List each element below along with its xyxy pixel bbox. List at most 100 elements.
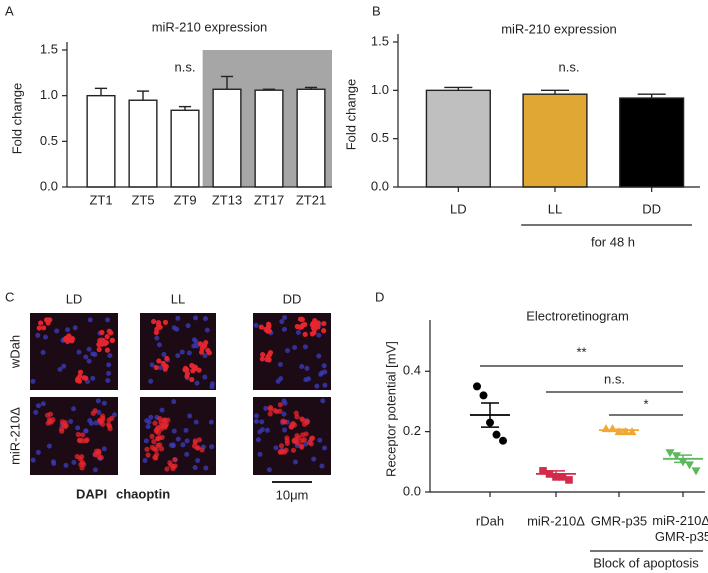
- nucleus: [203, 465, 209, 471]
- nucleus: [46, 443, 52, 449]
- nucleus: [266, 467, 272, 473]
- rhabdomere: [77, 456, 83, 462]
- nucleus: [156, 342, 162, 348]
- data-point: [539, 467, 547, 475]
- nucleus: [263, 405, 269, 411]
- rhabdomere: [302, 331, 308, 337]
- nucleus: [71, 406, 77, 412]
- rhabdomere: [41, 325, 47, 331]
- rhabdomere: [152, 454, 158, 460]
- rhabdomere: [152, 420, 158, 426]
- x-tick-label: LD: [450, 201, 467, 216]
- nucleus: [299, 364, 305, 370]
- rhabdomere: [259, 356, 265, 362]
- rhabdomere: [266, 357, 272, 363]
- nucleus: [92, 352, 98, 358]
- rhabdomere: [153, 427, 160, 433]
- nucleus: [148, 378, 154, 384]
- nucleus: [209, 444, 215, 450]
- nucleus: [314, 383, 320, 389]
- nucleus: [107, 353, 113, 359]
- rhabdomere: [99, 413, 106, 419]
- nucleus: [295, 329, 301, 335]
- rhabdomere: [267, 404, 274, 411]
- rhabdomere: [277, 408, 283, 414]
- bar: [128, 99, 158, 188]
- nucleus: [144, 418, 150, 424]
- y-tick-label: 0.0: [371, 178, 389, 193]
- y-tick-label: 0.4: [403, 363, 421, 378]
- nucleus: [86, 358, 92, 364]
- rhabdomere: [307, 439, 313, 446]
- nucleus: [30, 378, 36, 384]
- nucleus: [194, 380, 200, 386]
- y-tick-label: 0.5: [40, 133, 58, 148]
- nucleus: [253, 322, 259, 328]
- nucleus: [61, 363, 67, 369]
- panel-letter: B: [372, 3, 381, 18]
- rhabdomere: [59, 428, 65, 434]
- rhabdomere: [311, 321, 317, 327]
- rhabdomere: [321, 328, 327, 334]
- nucleus: [253, 418, 259, 424]
- nucleus: [179, 349, 185, 355]
- nucleus: [186, 350, 192, 356]
- nucleus: [68, 419, 74, 425]
- rhabdomere: [153, 364, 159, 371]
- nucleus: [90, 375, 96, 381]
- rhabdomere: [258, 324, 264, 330]
- rhabdomere: [161, 423, 167, 429]
- annotation: n.s.: [559, 59, 580, 74]
- rhabdomere: [260, 352, 266, 358]
- y-axis-label: Fold change: [9, 83, 24, 155]
- nucleus: [311, 456, 317, 462]
- data-point: [499, 436, 507, 445]
- x-tick-label: ZT17: [254, 192, 284, 207]
- y-tick-label: 0.0: [40, 178, 58, 193]
- column-label: DD: [283, 291, 302, 306]
- bar: [296, 88, 326, 188]
- rhabdomere: [106, 423, 113, 429]
- rhabdomere: [299, 416, 305, 422]
- rhabdomere: [315, 324, 321, 330]
- nucleus: [93, 420, 99, 426]
- data-point: [473, 382, 481, 391]
- nucleus: [281, 411, 287, 417]
- nucleus: [208, 419, 214, 425]
- nucleus: [183, 427, 189, 433]
- nucleus: [40, 401, 46, 407]
- nucleus: [191, 343, 197, 349]
- nucleus: [101, 400, 107, 406]
- x-tick-label: rDah: [476, 513, 504, 528]
- rhabdomere: [153, 329, 159, 336]
- y-tick-label: 0.0: [403, 483, 421, 498]
- rhabdomere: [199, 345, 205, 351]
- nucleus: [292, 344, 298, 350]
- nucleus: [86, 346, 92, 352]
- rhabdomere: [157, 415, 163, 422]
- nucleus: [33, 409, 39, 415]
- nucleus: [51, 460, 57, 466]
- nucleus: [195, 458, 201, 464]
- nucleus: [255, 437, 261, 443]
- nucleus: [193, 419, 199, 425]
- column-label: LL: [171, 291, 185, 306]
- rhabdomere: [100, 338, 106, 344]
- nucleus: [87, 317, 93, 323]
- nucleus: [209, 384, 215, 390]
- nucleus: [72, 325, 78, 331]
- nucleus: [282, 427, 288, 433]
- nucleus: [254, 413, 260, 419]
- data-point: [665, 449, 675, 458]
- rhabdomere: [192, 439, 198, 446]
- rhabdomere: [149, 444, 155, 451]
- x-tick-label: ZT13: [212, 192, 242, 207]
- nucleus: [285, 348, 291, 354]
- rhabdomere: [206, 350, 212, 356]
- nucleus: [154, 335, 160, 341]
- rhabdomere: [158, 446, 165, 452]
- bar: [254, 89, 284, 188]
- y-tick-label: 0.5: [371, 130, 389, 145]
- nucleus: [282, 400, 288, 406]
